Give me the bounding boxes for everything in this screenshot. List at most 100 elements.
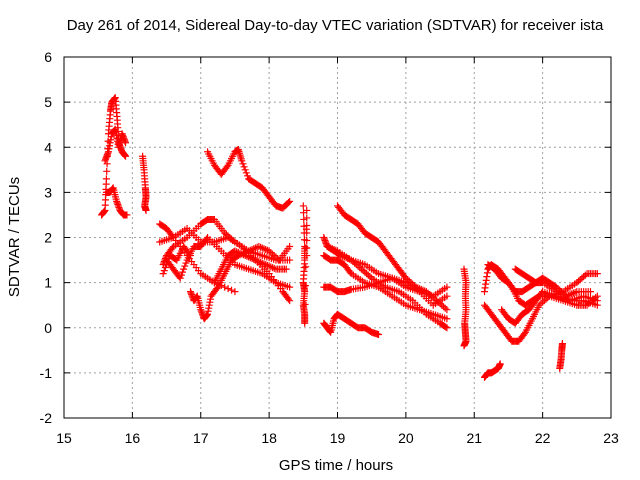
data-point	[265, 247, 273, 255]
data-point	[559, 289, 567, 297]
series-track-u	[481, 360, 504, 381]
series-track-l	[210, 247, 290, 287]
data-point	[267, 249, 275, 257]
series-track-c	[102, 184, 131, 219]
data-point	[262, 261, 270, 269]
data-point	[258, 259, 266, 267]
data-point	[439, 303, 447, 311]
data-point	[299, 202, 307, 210]
data-point	[323, 243, 331, 251]
data-point	[176, 274, 184, 282]
data-point	[246, 254, 254, 262]
x-tick-label: 20	[398, 430, 414, 446]
data-point	[303, 252, 311, 260]
data-point	[282, 265, 290, 273]
data-point	[441, 304, 449, 312]
data-point	[243, 252, 251, 260]
data-point	[537, 300, 545, 308]
series-track-d	[139, 152, 150, 214]
data-point	[443, 306, 451, 314]
data-point	[241, 252, 249, 260]
data-point	[253, 257, 261, 265]
data-point	[330, 246, 338, 254]
data-point	[363, 270, 371, 278]
data-point	[258, 244, 266, 252]
data-point	[238, 157, 246, 165]
data-point	[580, 273, 588, 281]
data-point	[159, 270, 167, 278]
data-point	[238, 250, 246, 258]
data-point	[364, 271, 372, 279]
data-point	[542, 295, 550, 303]
data-point	[242, 169, 250, 177]
data-point	[302, 263, 310, 271]
data-point	[246, 246, 254, 254]
x-tick-label: 19	[330, 430, 346, 446]
x-tick-label: 18	[261, 430, 277, 446]
data-point	[180, 265, 188, 273]
data-point	[274, 255, 282, 263]
data-point	[286, 197, 294, 205]
data-point	[251, 256, 259, 264]
data-point	[554, 285, 562, 293]
data-point	[359, 267, 367, 275]
x-tick-label: 17	[193, 430, 209, 446]
data-point	[284, 199, 292, 207]
data-point	[460, 342, 468, 350]
data-point	[257, 258, 265, 266]
data-point	[303, 214, 311, 222]
x-tick-label: 16	[125, 430, 141, 446]
data-point	[122, 139, 130, 147]
x-tick-label: 23	[603, 430, 619, 446]
data-point	[255, 258, 263, 266]
data-point	[571, 288, 579, 296]
data-point	[300, 215, 308, 223]
data-point	[284, 295, 292, 303]
data-point	[177, 271, 185, 279]
grid	[64, 57, 611, 418]
x-axis-label: GPS time / hours	[279, 457, 393, 474]
data-point	[303, 237, 311, 245]
data-point	[182, 259, 190, 267]
data-point	[269, 250, 277, 258]
data-point	[535, 301, 543, 309]
data-point	[267, 263, 275, 271]
data-point	[234, 249, 242, 257]
data-point	[496, 360, 504, 368]
series-track-a	[98, 94, 130, 219]
data-point	[576, 276, 584, 284]
data-point	[260, 245, 268, 253]
data-point	[556, 286, 564, 294]
data-point	[262, 246, 270, 254]
data-point	[366, 273, 374, 281]
data-point	[221, 229, 229, 237]
data-point	[202, 235, 210, 243]
data-point	[181, 262, 189, 270]
data-point	[250, 245, 258, 253]
series-track-i	[159, 243, 194, 278]
data-point	[301, 282, 309, 290]
data-point	[213, 285, 221, 293]
data-point	[328, 245, 336, 253]
data-point	[245, 247, 253, 255]
data-point	[239, 251, 247, 259]
data-point	[438, 301, 446, 309]
data-point	[224, 285, 232, 293]
data-point	[520, 330, 528, 338]
data-point	[442, 323, 450, 331]
data-point	[241, 166, 249, 174]
series-track-b	[101, 125, 130, 165]
data-point	[303, 229, 311, 237]
series-track-m	[299, 202, 311, 327]
data-point	[168, 244, 176, 252]
data-point	[223, 163, 231, 171]
data-point	[102, 175, 110, 183]
data-point	[265, 262, 273, 270]
data-point	[568, 290, 576, 298]
data-point	[248, 246, 256, 254]
data-point	[103, 167, 111, 175]
series-track-k	[204, 146, 294, 212]
data-point	[286, 243, 294, 251]
y-tick-label: 6	[44, 49, 52, 65]
